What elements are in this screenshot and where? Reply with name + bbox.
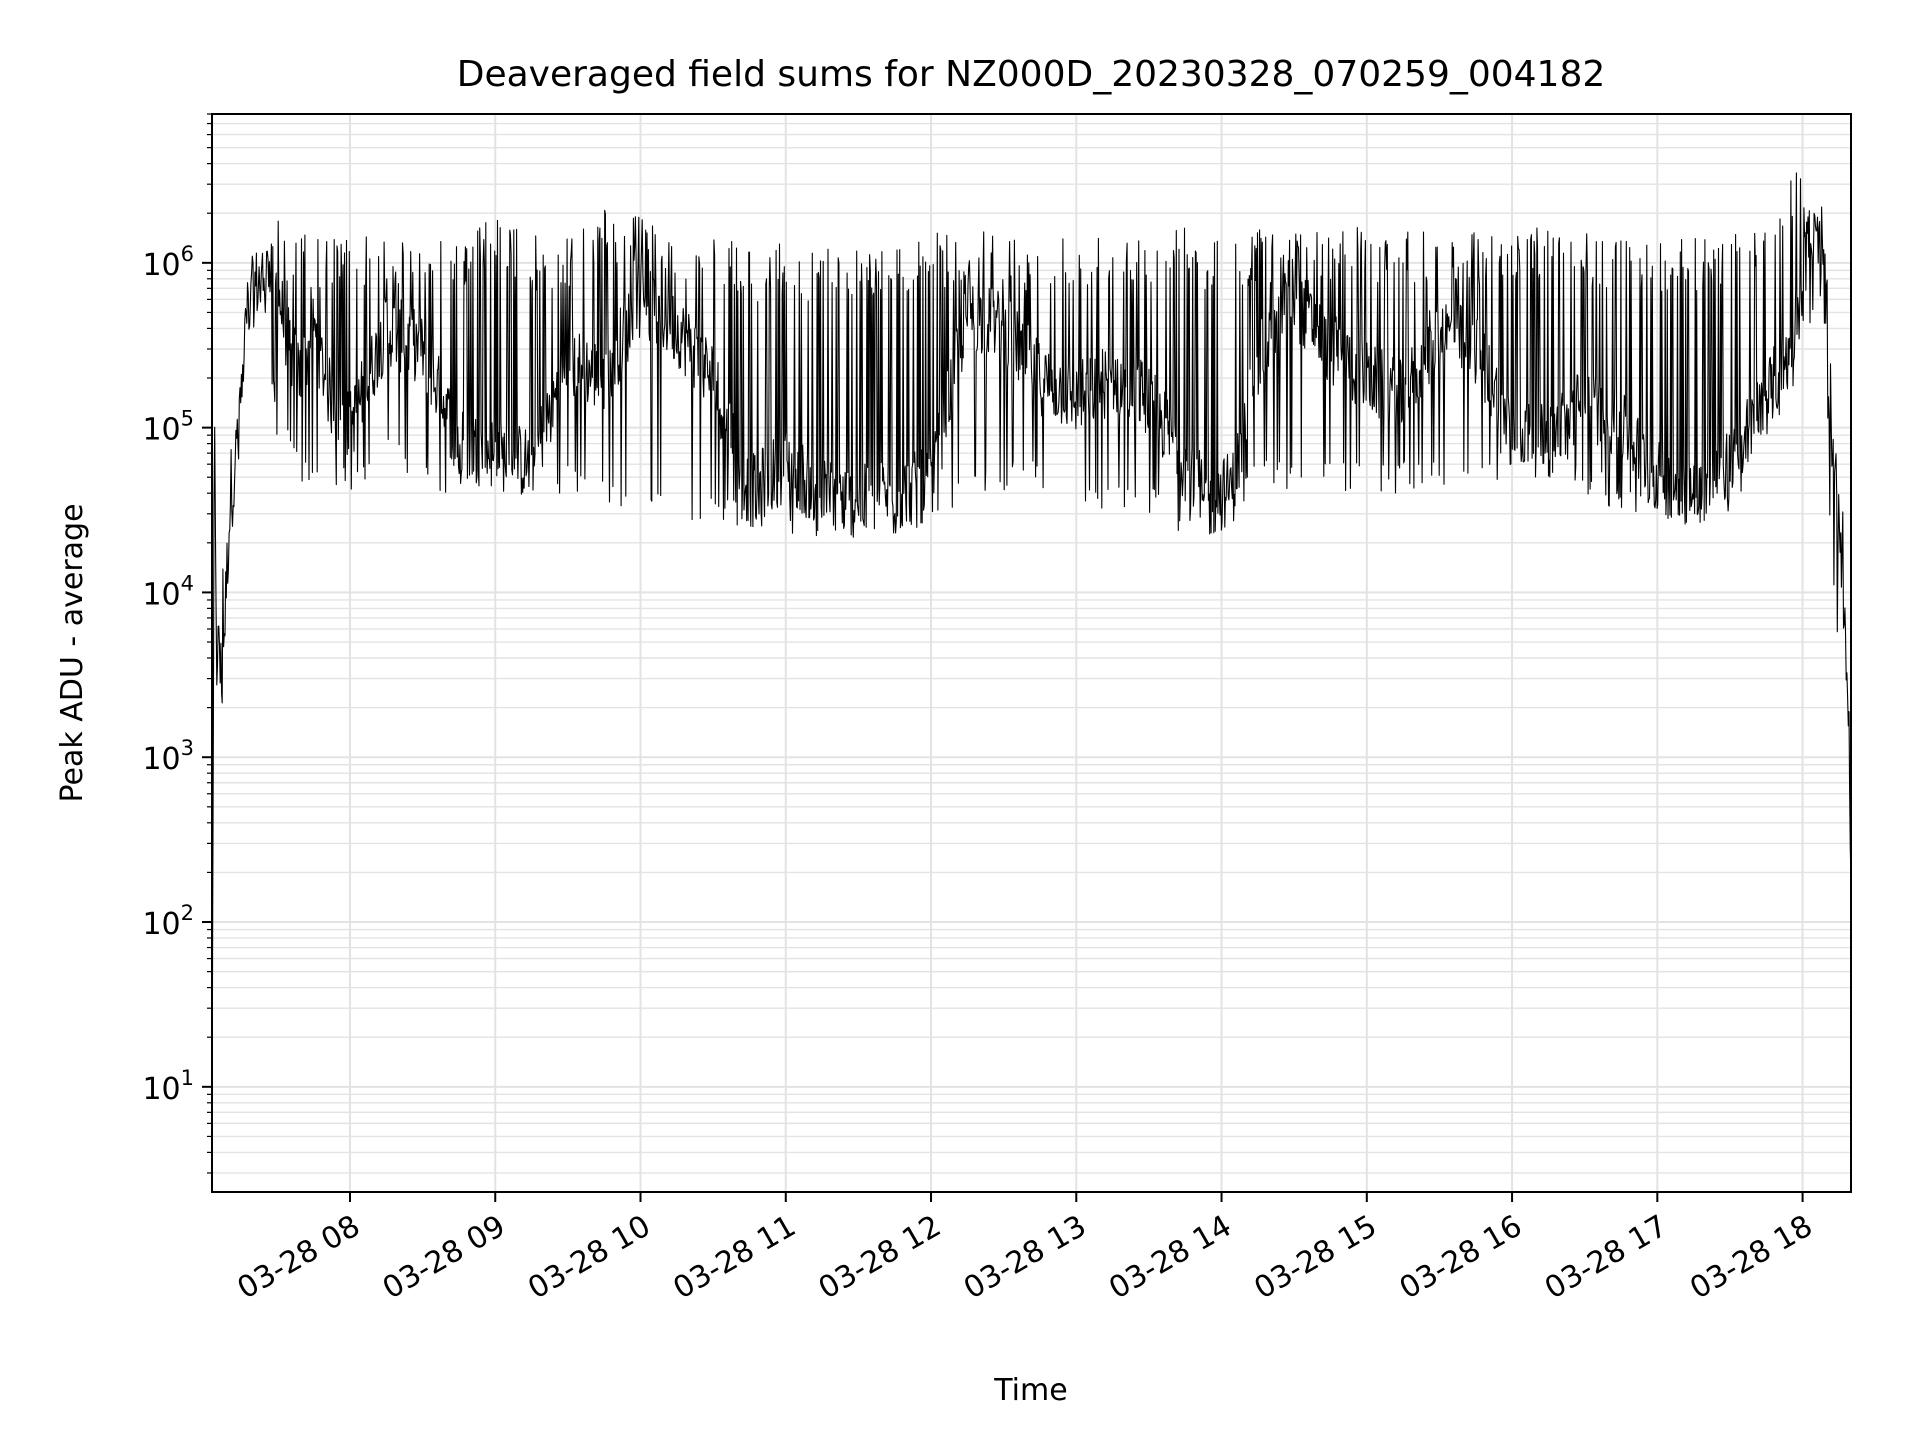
- y-tick-label: 102: [142, 901, 194, 942]
- grid: [212, 113, 1851, 1192]
- y-tick-label: 105: [142, 407, 194, 448]
- data-layer: [211, 172, 1852, 1154]
- series-line: [211, 172, 1852, 1154]
- axes-frame: [211, 113, 1852, 1193]
- y-tick-label: 106: [142, 242, 194, 283]
- y-axis: 101 102 103 104 105 106: [142, 113, 212, 1174]
- y-tick-label: 104: [142, 571, 194, 612]
- y-axis-label: Peak ADU - average: [55, 503, 90, 802]
- y-tick-label: 101: [142, 1066, 194, 1107]
- chart-title: Deaveraged field sums for NZ000D_2023032…: [457, 54, 1606, 95]
- y-tick-label: 103: [142, 736, 194, 777]
- x-axis-label: Time: [993, 1373, 1067, 1408]
